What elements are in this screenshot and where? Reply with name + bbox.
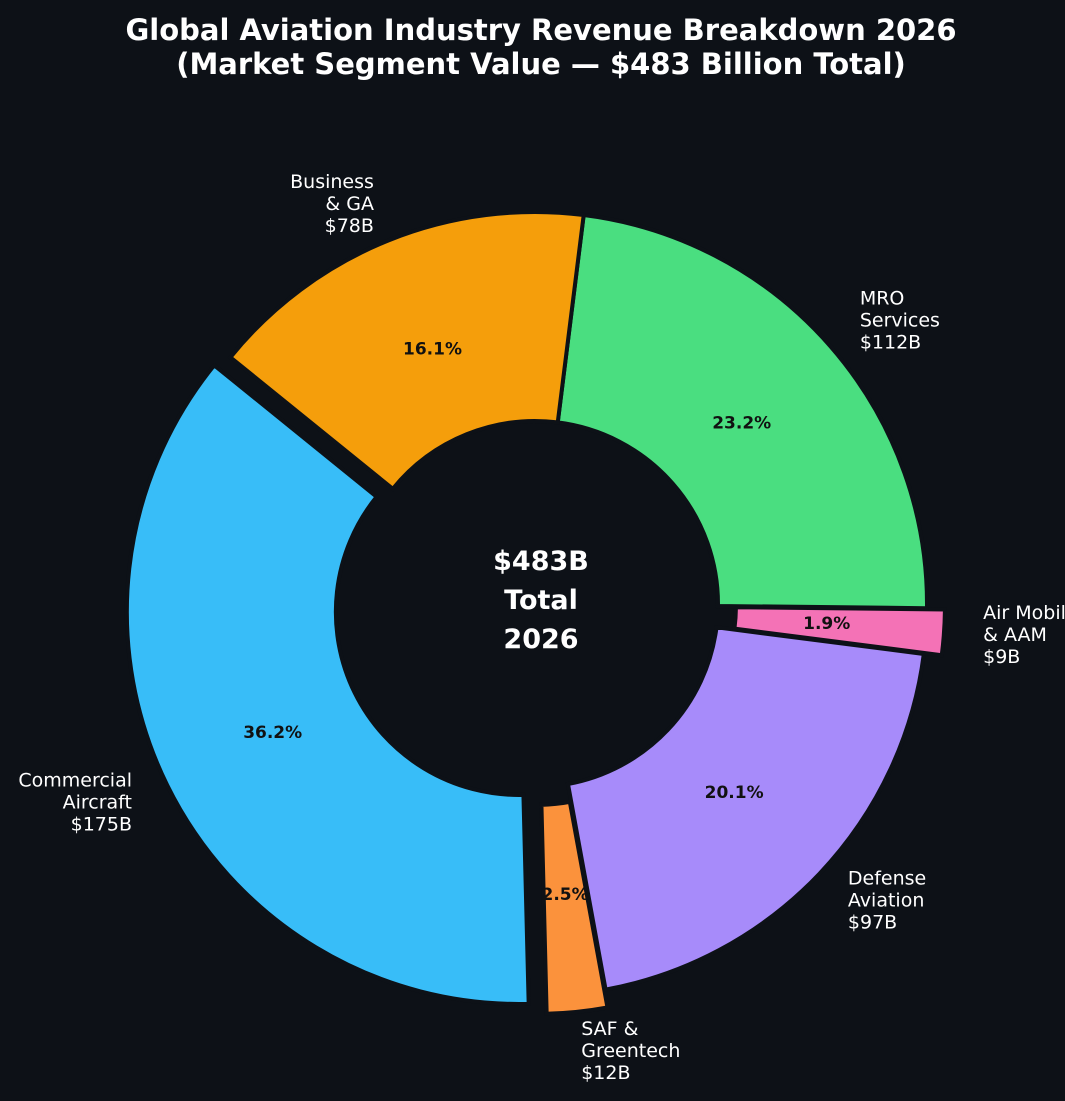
outer-label-line-business-ga-1: & GA — [325, 193, 374, 215]
chart-title-line-2: (Market Segment Value — $483 Billion Tot… — [176, 47, 906, 81]
outer-label-line-saf-greentech-2: $12B — [581, 1062, 630, 1084]
outer-label-business-ga: Business & GA $78B — [290, 171, 374, 237]
percent-label-defense-aviation: 20.1% — [705, 783, 764, 803]
slices-layer — [124, 210, 947, 1016]
center-label: $483B Total 2026 — [493, 546, 589, 655]
outer-label-line-mro-services-2: $112B — [860, 331, 921, 353]
outer-label-line-mro-services-1: Services — [860, 309, 940, 331]
outer-label-line-defense-aviation-2: $97B — [848, 912, 897, 934]
slice-business-ga — [227, 210, 586, 492]
outer-label-line-saf-greentech-1: Greentech — [581, 1040, 680, 1062]
outer-label-line-air-mobility-aam-1: & AAM — [983, 624, 1047, 646]
outer-label-line-business-ga-0: Business — [290, 171, 374, 193]
outer-label-mro-services: MRO Services $112B — [860, 287, 940, 353]
center-total-value: $483B — [493, 546, 589, 577]
outer-label-line-air-mobility-aam-2: $9B — [983, 646, 1020, 668]
percent-label-business-ga: 16.1% — [403, 339, 462, 359]
outer-label-air-mobility-aam: Air Mobility& AAM$9B — [983, 602, 1065, 668]
slice-mro-services — [555, 212, 929, 611]
slice-commercial-aircraft — [124, 362, 531, 1006]
chart-title-line-1: Global Aviation Industry Revenue Breakdo… — [125, 13, 956, 47]
percent-label-commercial-aircraft: 36.2% — [243, 723, 302, 743]
outer-label-line-saf-greentech-0: SAF & — [581, 1018, 638, 1040]
slice-defense-aviation — [565, 625, 927, 992]
percent-label-air-mobility-aam: 1.9% — [803, 614, 850, 634]
outer-labels-layer: Commercial Aircraft $175B SAF & Greentech $12… — [18, 171, 1065, 1084]
outer-label-defense-aviation: Defense Aviation $97B — [848, 868, 926, 934]
outer-label-line-commercial-aircraft-1: Aircraft — [63, 791, 132, 813]
outer-label-line-mro-services-0: MRO — [860, 287, 905, 309]
center-year: 2026 — [503, 624, 578, 655]
outer-label-commercial-aircraft: Commercial Aircraft $175B — [18, 769, 132, 835]
outer-label-line-defense-aviation-1: Aviation — [848, 890, 924, 912]
outer-label-line-defense-aviation-0: Defense — [848, 868, 926, 890]
outer-label-saf-greentech: SAF & Greentech $12B — [581, 1018, 680, 1084]
percent-labels-layer: 36.2% 2.5% 20.1% 1.9% 23.2% 16.1% — [243, 339, 850, 904]
outer-label-line-business-ga-2: $78B — [325, 215, 374, 237]
outer-label-line-commercial-aircraft-2: $175B — [71, 813, 132, 835]
outer-label-line-commercial-aircraft-0: Commercial — [18, 769, 132, 791]
percent-label-mro-services: 23.2% — [712, 414, 771, 434]
center-total-word: Total — [504, 585, 578, 616]
outer-label-line-air-mobility-aam-0: Air Mobility — [983, 602, 1065, 624]
percent-label-saf-greentech: 2.5% — [542, 885, 589, 905]
